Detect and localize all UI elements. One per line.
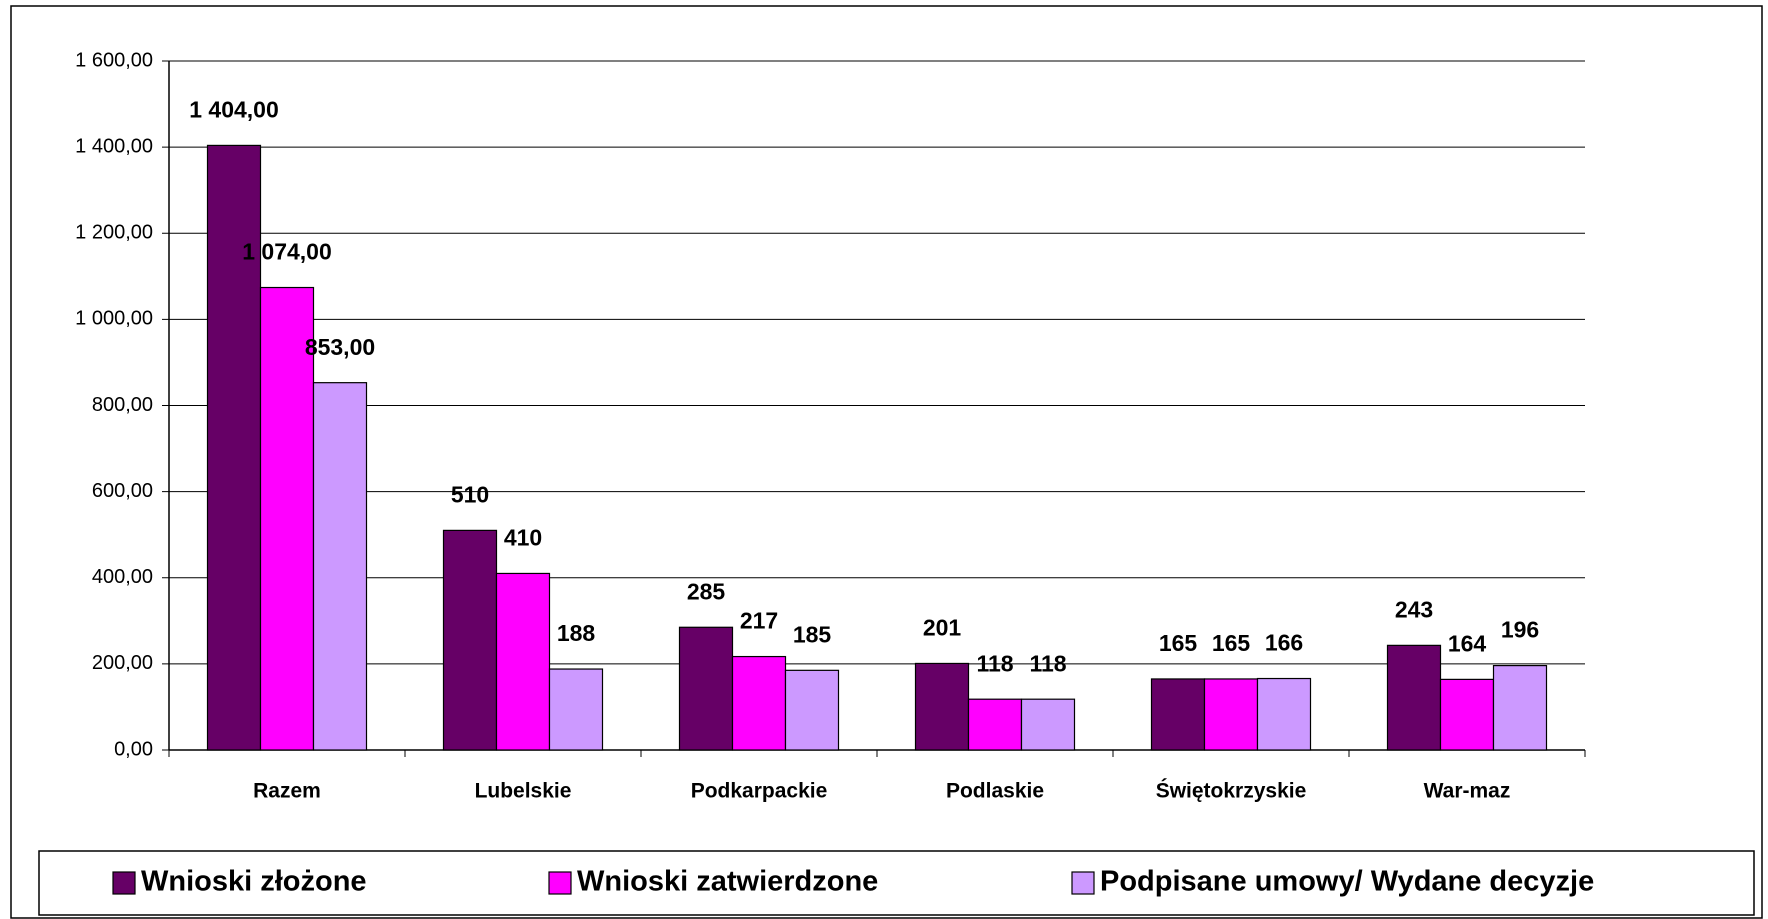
bar — [914, 662, 970, 751]
value-label: 196 — [1501, 617, 1539, 643]
x-tick-label: Podkarpackie — [691, 780, 828, 803]
y-tick-label: 1 400,00 — [75, 135, 153, 157]
x-tick-label: Lubelskie — [475, 780, 572, 803]
value-label: 118 — [1029, 650, 1066, 676]
legend-swatch — [1071, 871, 1095, 895]
x-tick-label: Świętokrzyskie — [1156, 779, 1307, 803]
legend-swatch — [548, 871, 572, 895]
chart-border — [10, 5, 1763, 919]
legend-label: Wnioski złożone — [141, 866, 367, 898]
bar — [1150, 678, 1206, 751]
bar — [967, 698, 1023, 751]
value-label: 510 — [451, 481, 489, 507]
y-tick-label: 800,00 — [92, 394, 153, 416]
bar — [495, 572, 551, 751]
value-label: 1 404,00 — [189, 96, 279, 122]
value-label: 188 — [557, 620, 596, 646]
value-label: 165 — [1212, 630, 1251, 656]
bar — [784, 669, 840, 751]
x-tick-label: Razem — [253, 780, 321, 803]
x-tick-label: War-maz — [1424, 780, 1511, 803]
legend-box — [38, 850, 1755, 916]
y-tick-label: 600,00 — [92, 480, 153, 502]
value-label: 853,00 — [305, 334, 375, 360]
bar — [548, 668, 604, 751]
value-label: 285 — [687, 578, 726, 604]
bar — [1203, 678, 1259, 751]
legend-label: Wnioski zatwierdzone — [577, 866, 878, 898]
bar — [678, 626, 734, 751]
bar — [1020, 698, 1076, 751]
bar — [1492, 664, 1548, 751]
bar — [206, 144, 262, 751]
value-label: 243 — [1395, 596, 1433, 622]
bar — [731, 655, 787, 751]
bar — [442, 529, 498, 751]
x-tick-label: Podlaskie — [946, 780, 1044, 803]
value-label: 217 — [740, 608, 778, 634]
bar — [1386, 644, 1442, 751]
y-tick-label: 1 200,00 — [75, 222, 153, 244]
bar — [312, 382, 368, 751]
value-label: 165 — [1159, 630, 1198, 656]
value-label: 410 — [504, 525, 542, 551]
y-tick-label: 0,00 — [114, 738, 153, 760]
legend-label: Podpisane umowy/ Wydane decyzje — [1100, 866, 1594, 898]
y-tick-label: 200,00 — [92, 652, 153, 674]
y-tick-label: 1 600,00 — [75, 49, 153, 71]
legend-swatch — [112, 871, 136, 895]
value-label: 1 074,00 — [242, 239, 332, 265]
value-label: 166 — [1265, 630, 1303, 656]
value-label: 185 — [793, 621, 832, 647]
value-label: 118 — [976, 650, 1013, 676]
bar — [1256, 677, 1312, 751]
y-tick-label: 400,00 — [92, 566, 153, 588]
y-tick-label: 1 000,00 — [75, 308, 153, 330]
value-label: 164 — [1448, 630, 1487, 656]
value-label: 201 — [923, 615, 962, 641]
bar — [1439, 678, 1495, 751]
bar — [259, 286, 315, 751]
